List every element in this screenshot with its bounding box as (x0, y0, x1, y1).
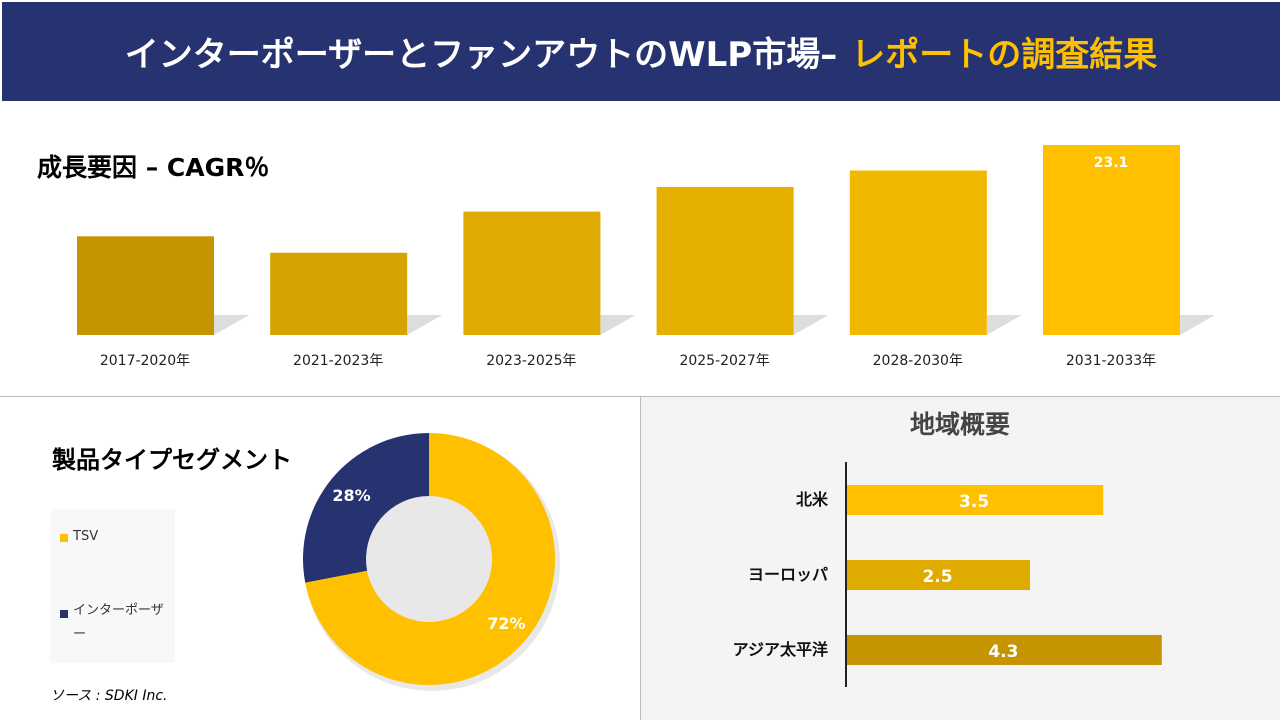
bar-shadow (214, 315, 249, 335)
data-label: 2.5 (922, 567, 952, 587)
cagr-bar (270, 252, 408, 335)
page-title: インターポーザーとファンアウトのWLP市場– (124, 35, 838, 75)
x-tick-label: 2031-2033年 (1066, 353, 1156, 369)
slice-label: 28% (332, 486, 370, 505)
x-tick-label: 2025-2027年 (679, 353, 769, 369)
legend-label: TSV (73, 529, 99, 544)
region-label: アジア太平洋 (733, 640, 828, 659)
header-banner: インターポーザーとファンアウトのWLP市場– レポートの調査結果 (2, 2, 1280, 101)
donut-slice (305, 433, 555, 685)
x-tick-label: 2017-2020年 (100, 353, 190, 369)
data-label: 4.3 (988, 642, 1018, 662)
segment-chart-title: 製品タイプセグメント (52, 446, 292, 474)
region-label: 北米 (796, 490, 829, 509)
bar-shadow (1180, 315, 1215, 335)
bar-shadow (793, 315, 829, 335)
region-bar (847, 485, 1104, 515)
slice-label: 72% (487, 614, 525, 633)
donut-chart: 72% 28% (303, 433, 560, 691)
legend-item-interposer: インターポーザー (60, 602, 170, 647)
data-label: 3.5 (959, 492, 989, 512)
divider (0, 396, 1280, 397)
x-tick-label: 2028-2030年 (873, 353, 963, 369)
bar-shadow (407, 315, 443, 335)
legend-label: インターポーザー (73, 603, 164, 642)
data-label: 23.1 (1094, 155, 1129, 171)
page-title-highlight: レポートの調査結果 (851, 35, 1158, 75)
donut-slice (303, 433, 429, 583)
cagr-bar (463, 211, 601, 335)
region-panel (640, 397, 1280, 720)
donut-legend: TSV インターポーザー (50, 509, 175, 663)
cagr-bar (77, 236, 214, 335)
bar-shadow (600, 315, 636, 335)
region-chart-title: 地域概要 (909, 410, 1010, 439)
source-note: ソース : SDKI Inc. (50, 688, 168, 704)
bar-shadow (986, 315, 1022, 335)
region-label: ヨーロッパ (748, 565, 828, 584)
legend-item-tsv: TSV (60, 529, 98, 544)
cagr-bar (849, 170, 987, 335)
x-tick-label: 2021-2023年 (293, 353, 383, 369)
region-bar-chart: 北米 3.5 ヨーロッパ 2.5 アジア太平洋 4.3 (733, 462, 1162, 687)
legend-swatch (60, 534, 68, 542)
region-bar (847, 635, 1162, 665)
legend-swatch (60, 610, 68, 618)
cagr-chart-title: 成長要因 – CAGR％ (37, 153, 270, 182)
x-tick-label: 2023-2025年 (486, 353, 576, 369)
region-bar (847, 560, 1030, 590)
cagr-bar (656, 186, 794, 335)
cagr-bar (1043, 145, 1180, 335)
